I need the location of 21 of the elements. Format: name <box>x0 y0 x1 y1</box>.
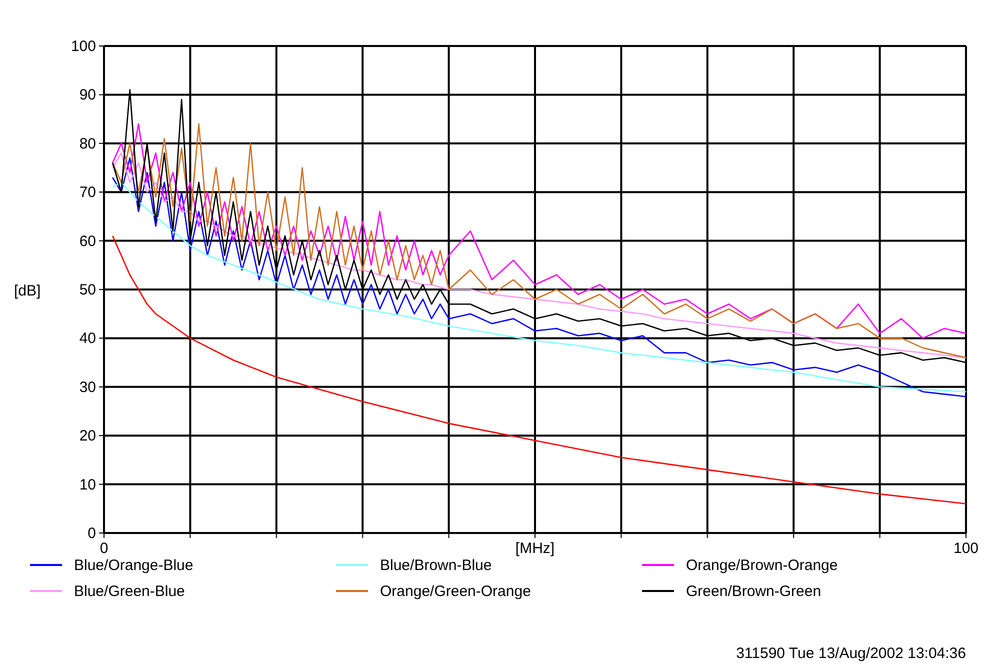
text: 311590 Tue 13/Aug/2002 13:04:36 <box>736 645 966 662</box>
y-tick-label: 90 <box>79 86 96 104</box>
y-tick-label: 70 <box>79 184 96 202</box>
legend-label: Green/Brown-Green <box>686 583 822 600</box>
y-tick-label: 80 <box>79 135 96 152</box>
y-tick-label: 10 <box>79 476 96 494</box>
y-tick-label: 0 <box>88 525 96 542</box>
line-series <box>112 235 967 504</box>
y-tick-label: 40 <box>79 330 96 348</box>
y-tick-label: 20 <box>79 428 96 445</box>
y-tick-label: 50 <box>79 282 96 298</box>
legend-label: Blue/Brown-Blue <box>380 557 492 574</box>
y-tick-label: 100 <box>70 38 96 55</box>
legend-label: Orange/Green-Orange <box>380 583 531 600</box>
legend-label: Orange/Brown-Orange <box>686 557 838 574</box>
y-tick-label: 60 <box>79 232 96 250</box>
legend-label: Blue/Orange-Blue <box>74 557 194 574</box>
legend-label: Blue/Green-Blue <box>74 583 185 600</box>
x-axis-title: [MHz] <box>515 540 555 557</box>
y-axis-title: [dB] <box>14 282 41 300</box>
y-tick-label: 30 <box>79 378 96 396</box>
